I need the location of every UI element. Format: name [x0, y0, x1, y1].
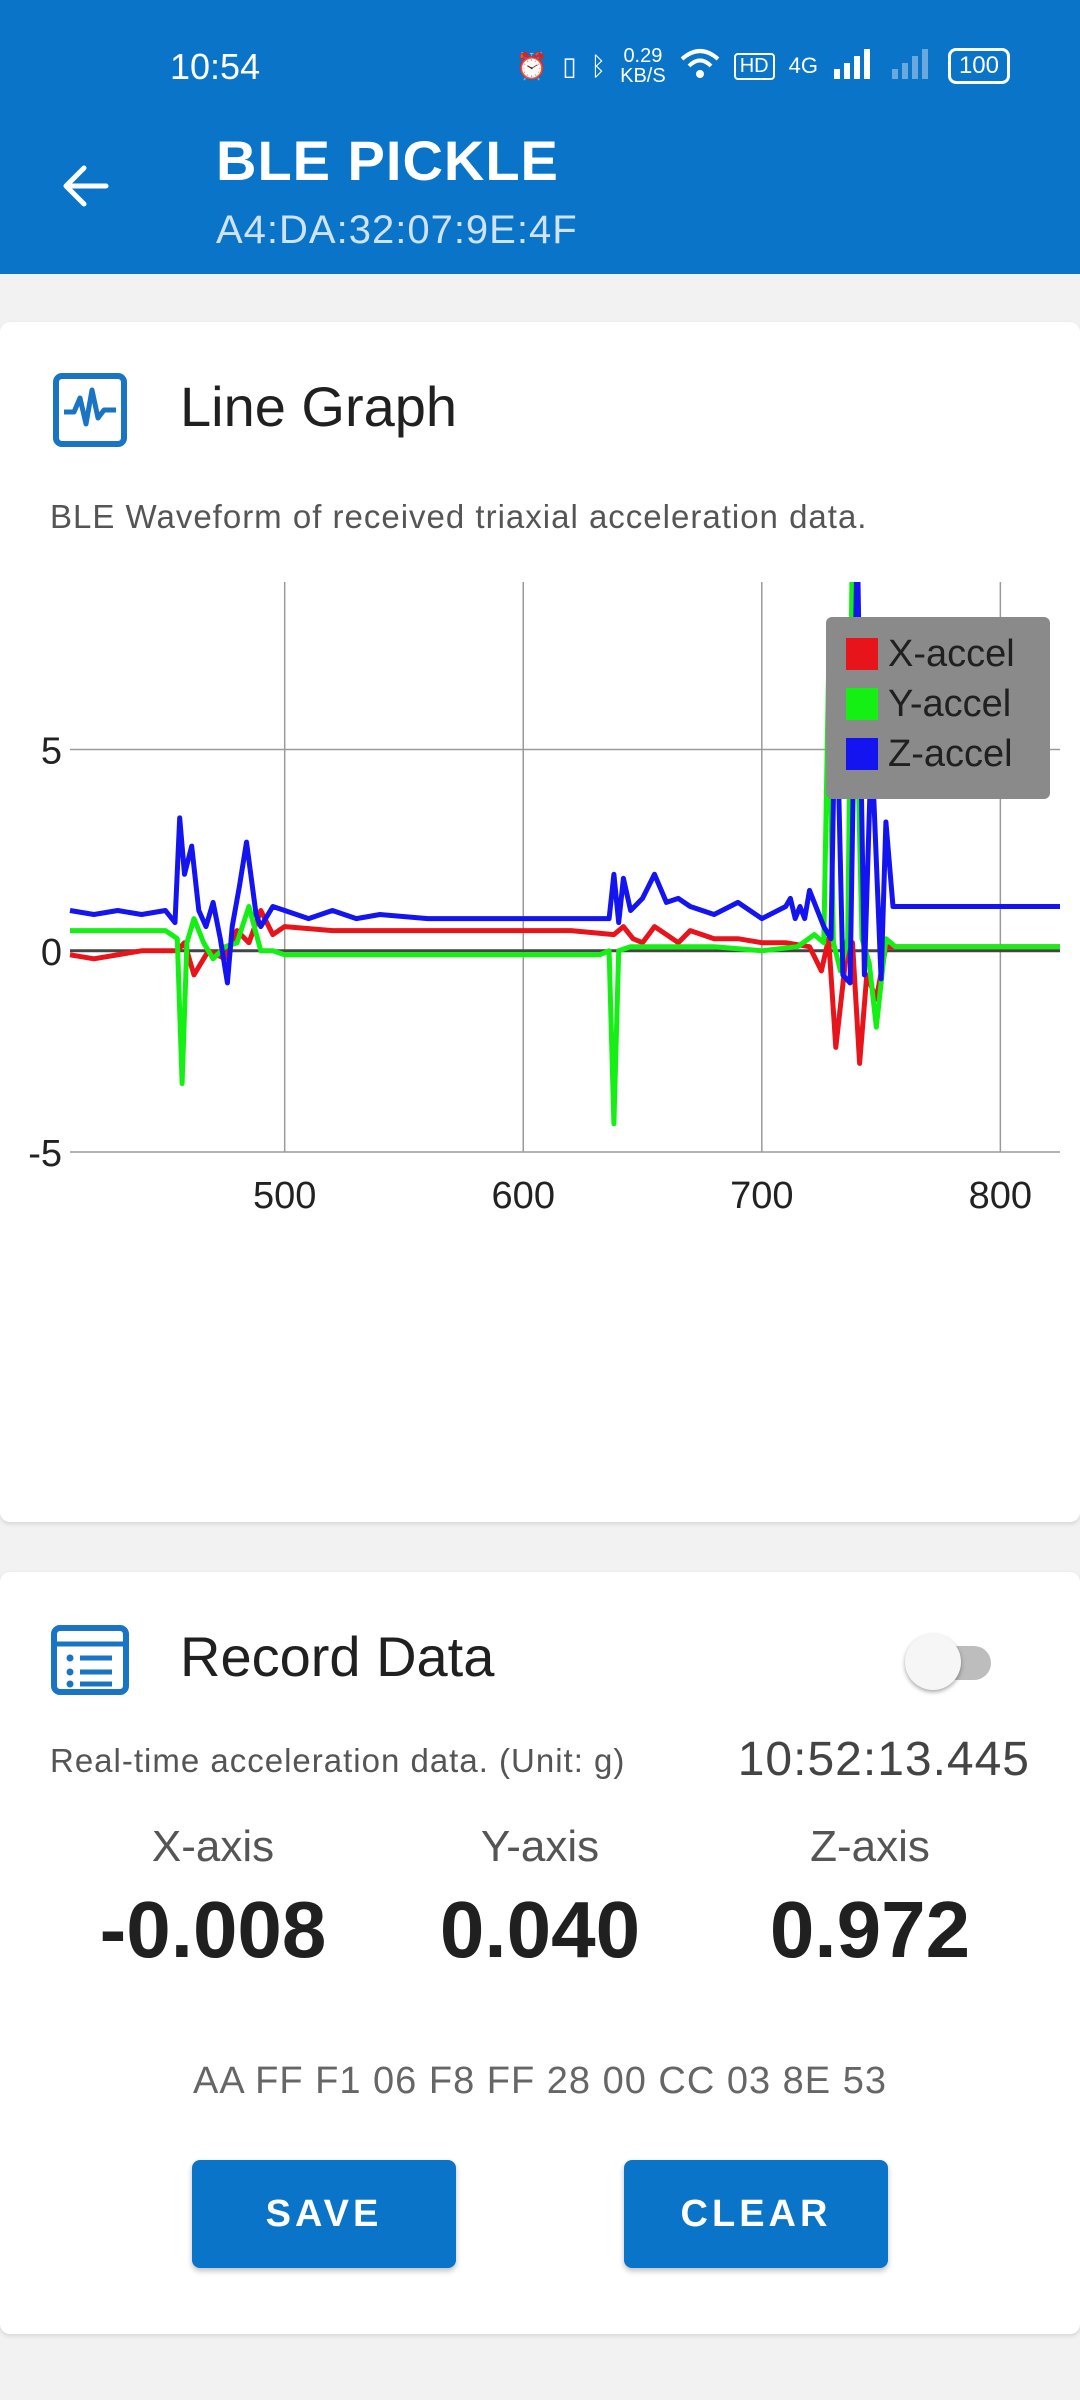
vibrate-icon: ▯ [562, 50, 577, 81]
toggle-thumb [905, 1634, 961, 1690]
hd-icon: HD [733, 52, 775, 80]
record-description: Real-time acceleration data. (Unit: g) [50, 1742, 626, 1779]
z-axis-value: 0.972 [769, 1885, 971, 1974]
legend-swatch-y [846, 688, 878, 720]
legend-label-x: X-accel [888, 632, 1015, 675]
line-graph-card: Line Graph BLE Waveform of received tria… [0, 322, 1080, 1522]
z-axis-reading: Z-axis 0.972 [705, 1822, 1035, 1976]
status-icons: ⏰ ▯ ᛒ 0.29 KB/S HD 4G 100 [516, 46, 1010, 86]
list-document-icon [51, 1625, 129, 1695]
app-bar: 10:54 ⏰ ▯ ᛒ 0.29 KB/S HD 4G 100 BLE PICK… [0, 0, 1080, 274]
signal-icon [832, 47, 876, 86]
z-axis-label: Z-axis [810, 1822, 930, 1871]
data-timestamp: 10:52:13.445 [737, 1733, 1030, 1786]
raw-hex-data: AA FF F1 06 F8 FF 28 00 CC 03 8E 53 [193, 2060, 887, 2102]
legend-label-y: Y-accel [888, 682, 1012, 725]
record-toggle[interactable] [905, 1632, 997, 1692]
y-tick-label: 5 [41, 731, 62, 773]
y-tick-label: 0 [41, 932, 62, 974]
acceleration-line-chart: -5051015500600700800 [28, 582, 1060, 1217]
net-speed-unit: KB/S [620, 65, 666, 87]
series-line-z-accel [69, 582, 1060, 986]
alarm-icon: ⏰ [515, 50, 549, 81]
y-axis-reading: Y-axis 0.040 [375, 1822, 705, 1976]
x-axis-label: X-axis [151, 1822, 275, 1871]
network-type: 4G [788, 53, 818, 78]
app-title: BLE PICKLE [216, 129, 559, 192]
x-tick-label: 600 [492, 1175, 555, 1217]
save-button[interactable]: SAVE [192, 2160, 456, 2268]
legend-item-z: Z-accel [846, 729, 1013, 779]
signal-weak-icon [890, 47, 934, 86]
y-axis-value: 0.040 [439, 1885, 641, 1974]
legend-item-y: Y-accel [846, 679, 1011, 729]
arrow-left-icon[interactable] [58, 160, 110, 212]
y-tick-label: -5 [28, 1133, 62, 1175]
graph-description: BLE Waveform of received triaxial accele… [50, 498, 868, 535]
record-data-card: Record Data Real-time acceleration data.… [0, 1572, 1080, 2334]
battery-icon: 100 [947, 48, 1010, 84]
clear-button[interactable]: CLEAR [624, 2160, 888, 2268]
x-tick-label: 700 [730, 1175, 793, 1217]
y-axis-label: Y-axis [480, 1822, 600, 1871]
bluetooth-icon: ᛒ [590, 50, 607, 81]
x-tick-label: 800 [969, 1175, 1032, 1217]
x-tick-label: 500 [253, 1175, 316, 1217]
net-speed-value: 0.29 [623, 45, 663, 67]
legend-label-z: Z-accel [888, 732, 1013, 775]
x-axis-reading: X-axis -0.008 [48, 1822, 378, 1976]
x-axis-value: -0.008 [99, 1885, 327, 1974]
wifi-icon [680, 47, 720, 86]
legend-swatch-z [846, 738, 878, 770]
waveform-icon [53, 373, 127, 447]
record-title: Record Data [180, 1625, 495, 1688]
net-speed: 0.29 KB/S [620, 46, 666, 86]
chart-legend: X-accel Y-accel Z-accel [826, 617, 1050, 799]
legend-swatch-x [846, 638, 878, 670]
graph-title: Line Graph [180, 375, 458, 438]
device-address: A4:DA:32:07:9E:4F [216, 208, 578, 252]
legend-item-x: X-accel [846, 629, 1015, 679]
status-time: 10:54 [170, 46, 261, 87]
